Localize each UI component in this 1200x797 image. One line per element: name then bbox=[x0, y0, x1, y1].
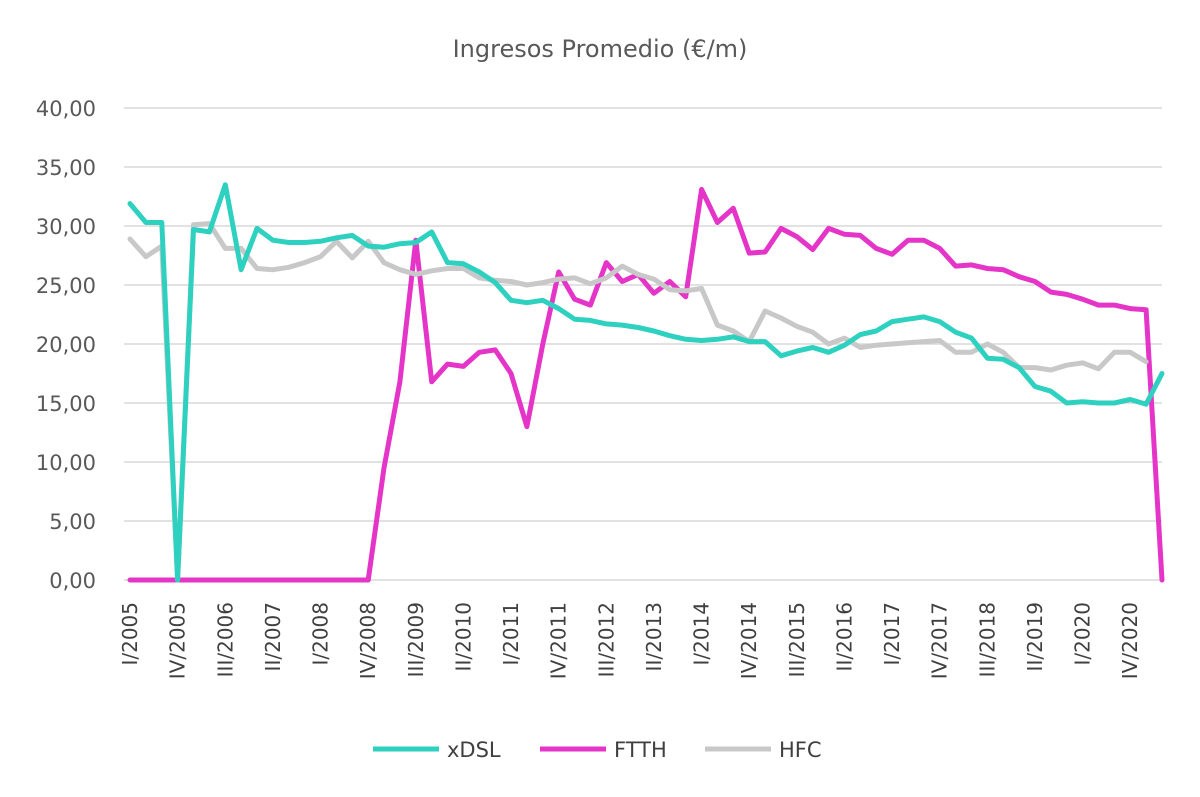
x-tick-label: IV/2017 bbox=[928, 602, 952, 679]
y-tick-label: 0,00 bbox=[49, 569, 96, 593]
legend: xDSL FTTH HFC bbox=[373, 738, 822, 762]
x-tick-label: III/2018 bbox=[975, 602, 999, 677]
series-line-hfc bbox=[127, 221, 1149, 583]
chart-title: Ingresos Promedio (€/m) bbox=[453, 35, 748, 63]
legend-label-hfc: HFC bbox=[779, 738, 822, 762]
x-tick-label: II/2010 bbox=[451, 602, 475, 671]
x-axis-ticks: I/2005 IV/2005 III/2006 II/2007 I/2008 IV/200… bbox=[118, 602, 1142, 679]
y-axis-ticks: 0,00 5,00 10,00 15,00 20,00 25,00 30,00 35,00 40… bbox=[36, 97, 96, 593]
y-tick-label: 5,00 bbox=[49, 510, 96, 534]
x-tick-label: II/2016 bbox=[832, 602, 856, 671]
series-lines bbox=[127, 182, 1165, 583]
x-tick-label: II/2007 bbox=[261, 602, 285, 671]
x-tick-label: III/2012 bbox=[594, 602, 618, 677]
y-tick-label: 35,00 bbox=[36, 156, 96, 180]
grid-lines bbox=[124, 107, 1162, 581]
x-tick-label: I/2005 bbox=[118, 602, 142, 666]
legend-label-ftth: FTTH bbox=[614, 738, 667, 762]
x-tick-label: IV/2005 bbox=[166, 602, 190, 679]
legend-label-xdsl: xDSL bbox=[447, 738, 501, 762]
y-tick-label: 15,00 bbox=[36, 392, 96, 416]
x-tick-label: IV/2020 bbox=[1118, 602, 1142, 679]
y-tick-label: 30,00 bbox=[36, 215, 96, 239]
x-tick-label: IV/2011 bbox=[547, 602, 571, 679]
x-tick-label: IV/2014 bbox=[737, 602, 761, 679]
x-tick-label: II/2019 bbox=[1023, 602, 1047, 671]
x-tick-label: I/2017 bbox=[880, 602, 904, 666]
series-line-xdsl bbox=[127, 182, 1165, 583]
y-tick-label: 40,00 bbox=[36, 97, 96, 121]
y-tick-label: 20,00 bbox=[36, 333, 96, 357]
x-tick-label: I/2008 bbox=[309, 602, 333, 666]
x-tick-label: II/2013 bbox=[642, 602, 666, 671]
y-tick-label: 10,00 bbox=[36, 451, 96, 475]
x-tick-label: I/2020 bbox=[1071, 602, 1095, 666]
x-tick-label: I/2011 bbox=[499, 602, 523, 666]
series-line-ftth bbox=[127, 186, 1165, 583]
x-tick-label: IV/2008 bbox=[356, 602, 380, 679]
x-tick-label: III/2009 bbox=[404, 602, 428, 677]
x-tick-label: I/2014 bbox=[690, 602, 714, 666]
y-tick-label: 25,00 bbox=[36, 274, 96, 298]
x-tick-label: III/2006 bbox=[213, 602, 237, 677]
x-tick-label: III/2015 bbox=[785, 602, 809, 677]
